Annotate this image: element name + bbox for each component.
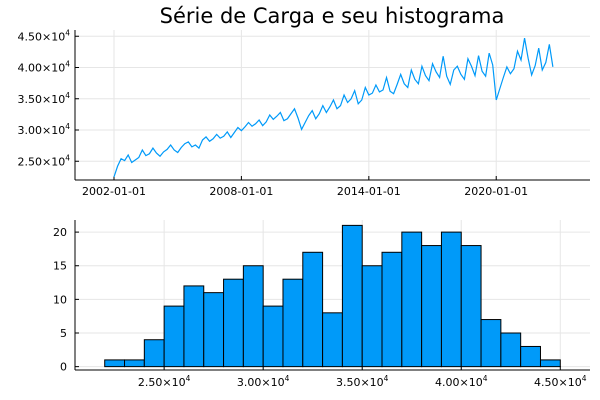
line-plot-y-tick-label: 3.50×104: [18, 91, 71, 106]
histogram-bar: [183, 285, 205, 368]
histogram-axes: [74, 220, 590, 371]
histogram-bar: [520, 345, 541, 368]
histogram-x-tick-label: 4.50×104: [534, 374, 587, 389]
load-series-line: [113, 38, 554, 178]
line-plot-y-ticks: 2.50×104 3.00×104 3.50×104 4.00×104 4.50×104: [18, 28, 71, 168]
histogram-x-tick-label: 3.00×104: [237, 374, 290, 389]
histogram-bar: [341, 224, 363, 368]
line-plot-axes: [74, 30, 590, 181]
histogram-bar: [361, 265, 383, 368]
histogram-bar: [539, 359, 561, 368]
histogram-y-ticks: 0 5 10 15 20: [53, 226, 67, 374]
histogram-bar: [223, 278, 244, 368]
histogram-x-ticks: 2.50×104 3.00×104 3.50×104 4.00×104 4.50×104: [138, 374, 587, 389]
histogram-y-tick-label: 20: [53, 226, 67, 239]
histogram-x-tick-label: 4.00×104: [435, 374, 488, 389]
histogram-bar: [302, 251, 324, 368]
histogram-plot: 2.50×104 3.00×104 3.50×104 4.00×104 4.50×104…: [53, 220, 590, 389]
histogram-bars: [104, 224, 561, 368]
histogram-bar: [322, 312, 343, 368]
line-plot-y-tick-label: 4.00×104: [18, 60, 71, 75]
histogram-x-tick-label: 3.50×104: [336, 374, 389, 389]
line-plot-x-tick-label: 2002-01-01: [82, 185, 146, 198]
line-plot-y-tick-label: 2.50×104: [18, 153, 71, 168]
histogram-bar: [460, 245, 482, 368]
line-plot-y-tick-label: 3.00×104: [18, 122, 71, 137]
histogram-bar: [500, 332, 522, 368]
line-plot: Série de Carga e seu histograma 2002-01-…: [18, 4, 590, 198]
histogram-bar: [421, 245, 442, 368]
histogram-y-tick-label: 10: [53, 293, 67, 306]
histogram-y-tick-label: 5: [60, 327, 67, 340]
histogram-y-tick-label: 15: [53, 260, 67, 273]
histogram-x-tick-label: 2.50×104: [138, 374, 191, 389]
line-plot-y-tick-label: 4.50×104: [18, 28, 71, 43]
histogram-bar: [262, 305, 284, 368]
histogram-bar: [143, 339, 165, 368]
line-plot-x-ticks: 2002-01-01 2008-01-01 2014-01-01 2020-01-01: [82, 185, 528, 198]
line-plot-x-tick-label: 2014-01-01: [337, 185, 401, 198]
line-plot-x-tick-label: 2008-01-01: [209, 185, 273, 198]
histogram-bar: [381, 251, 403, 368]
line-plot-grid: [75, 30, 590, 180]
line-plot-x-tick-label: 2020-01-01: [464, 185, 528, 198]
histogram-bar: [104, 359, 126, 368]
histogram-bar: [282, 278, 304, 368]
histogram-bar: [401, 231, 423, 368]
histogram-bar: [242, 265, 264, 368]
histogram-bar: [203, 292, 225, 368]
chart-title: Série de Carga e seu histograma: [160, 4, 505, 28]
histogram-bar: [124, 359, 145, 368]
histogram-bar: [480, 319, 502, 368]
histogram-bar: [163, 305, 185, 368]
histogram-y-tick-label: 0: [60, 361, 67, 374]
histogram-bar: [440, 231, 462, 368]
